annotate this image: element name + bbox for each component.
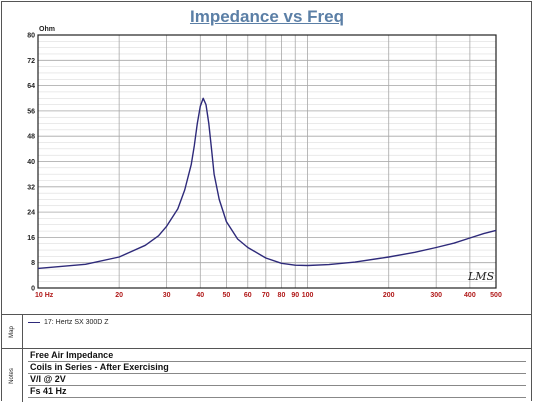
note-line: Fs 41 Hz <box>28 386 526 398</box>
x-tick-label: 90 <box>291 292 299 299</box>
y-tick-label: 80 <box>27 33 35 40</box>
legend-line-swatch <box>28 322 40 323</box>
y-tick-label: 40 <box>27 159 35 166</box>
x-tick-label: 500 <box>490 292 502 299</box>
y-axis-label: Ohm <box>39 26 55 33</box>
x-tick-label: 80 <box>278 292 286 299</box>
y-tick-label: 16 <box>27 235 35 242</box>
x-tick-label: 100 <box>302 292 314 299</box>
x-tick-label: 70 <box>262 292 270 299</box>
y-tick-label: 32 <box>27 184 35 191</box>
x-tick-label: 50 <box>223 292 231 299</box>
map-panel-label: Map <box>2 315 23 349</box>
note-line: Free Air Impedance <box>28 350 526 362</box>
x-tick-label: 300 <box>430 292 442 299</box>
notes-panel-label: Notes <box>2 349 23 402</box>
y-tick-label: 0 <box>31 286 35 293</box>
x-tick-label: 20 <box>115 292 123 299</box>
y-tick-label: 72 <box>27 58 35 65</box>
x-tick-label: 400 <box>464 292 476 299</box>
legend-entry: 17: Hertz SX 300D Z <box>28 319 109 326</box>
y-tick-label: 8 <box>31 260 35 267</box>
lms-signature: LMS <box>468 270 495 283</box>
note-line: Coils in Series - After Exercising <box>28 362 526 374</box>
impedance-curve <box>37 97 497 270</box>
note-line: V/I @ 2V <box>28 374 526 386</box>
y-tick-label: 48 <box>27 134 35 141</box>
impedance-plot: 0 8 16 24 32 40 48 56 64 72 80 Ohm 10 Hz 20 30 40 50 60 70… <box>27 26 502 299</box>
y-tick-label: 24 <box>27 210 35 217</box>
plot-border <box>37 34 497 289</box>
x-tick-label: 30 <box>163 292 171 299</box>
chart-title: Impedance vs Freq <box>189 7 344 26</box>
y-tick-label: 56 <box>27 108 35 115</box>
x-tick-label: 60 <box>244 292 252 299</box>
y-tick-label: 64 <box>27 83 35 90</box>
map-panel: Map 17: Hertz SX 300D Z <box>2 314 531 349</box>
x-tick-label: 40 <box>196 292 204 299</box>
x-tick-label: 200 <box>383 292 395 299</box>
legend-entry-label: 17: Hertz SX 300D Z <box>44 319 109 326</box>
x-tick-label: 10 Hz <box>35 292 54 299</box>
notes-panel: Notes Free Air Impedance Coils in Series… <box>2 348 531 402</box>
